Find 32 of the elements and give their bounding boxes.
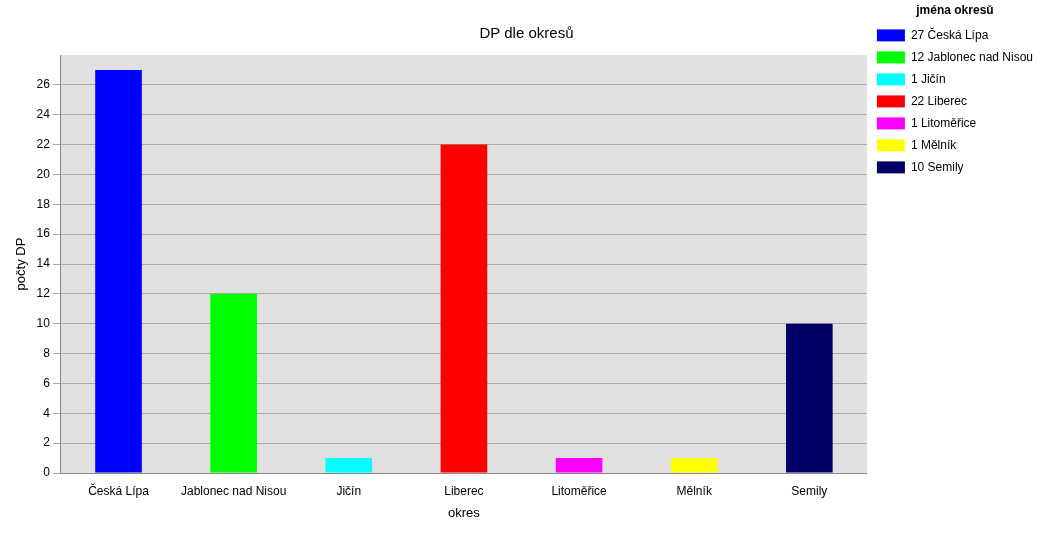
- y-tick-label: 26: [36, 77, 51, 92]
- legend-label: 12 Jablonec nad Nisou: [910, 49, 1034, 64]
- chart-title: DP dle okresů: [479, 24, 574, 42]
- y-tick-label: 0: [43, 465, 51, 480]
- y-tick-label: 6: [43, 375, 51, 390]
- y-tick-label: 4: [43, 405, 51, 420]
- x-tick-label: Mělník: [676, 483, 713, 498]
- y-tick-label: 16: [36, 226, 51, 241]
- x-tick-label: Litoměřice: [551, 483, 608, 498]
- x-tick-label: Jičín: [336, 483, 362, 498]
- x-tick-label: Jablonec nad Nisou: [180, 483, 287, 498]
- y-tick-label: 12: [36, 286, 51, 301]
- legend-label: 22 Liberec: [910, 93, 967, 108]
- legend-label: 1 Jičín: [910, 71, 946, 86]
- legend-label: 1 Litoměřice: [910, 115, 977, 130]
- y-tick-label: 10: [36, 316, 51, 331]
- y-axis-title: počty DP: [13, 237, 29, 291]
- x-axis-title: okres: [448, 504, 481, 520]
- y-tick-label: 14: [36, 256, 51, 271]
- y-tick-label: 8: [43, 345, 51, 360]
- x-tick-label: Semily: [791, 483, 828, 498]
- y-tick-label: 22: [36, 136, 51, 151]
- y-tick-label: 20: [36, 166, 51, 181]
- x-tick-label: Liberec: [444, 483, 484, 498]
- legend-label: 10 Semily: [910, 159, 964, 174]
- y-tick-label: 18: [36, 196, 51, 211]
- legend-title: jména okresů: [915, 3, 994, 18]
- legend-label: 27 Česká Lípa: [910, 26, 989, 42]
- y-tick-label: 2: [43, 435, 51, 450]
- y-tick-label: 24: [36, 107, 51, 122]
- x-tick-label: Česká Lípa: [88, 482, 150, 498]
- legend-label: 1 Mělník: [910, 137, 958, 152]
